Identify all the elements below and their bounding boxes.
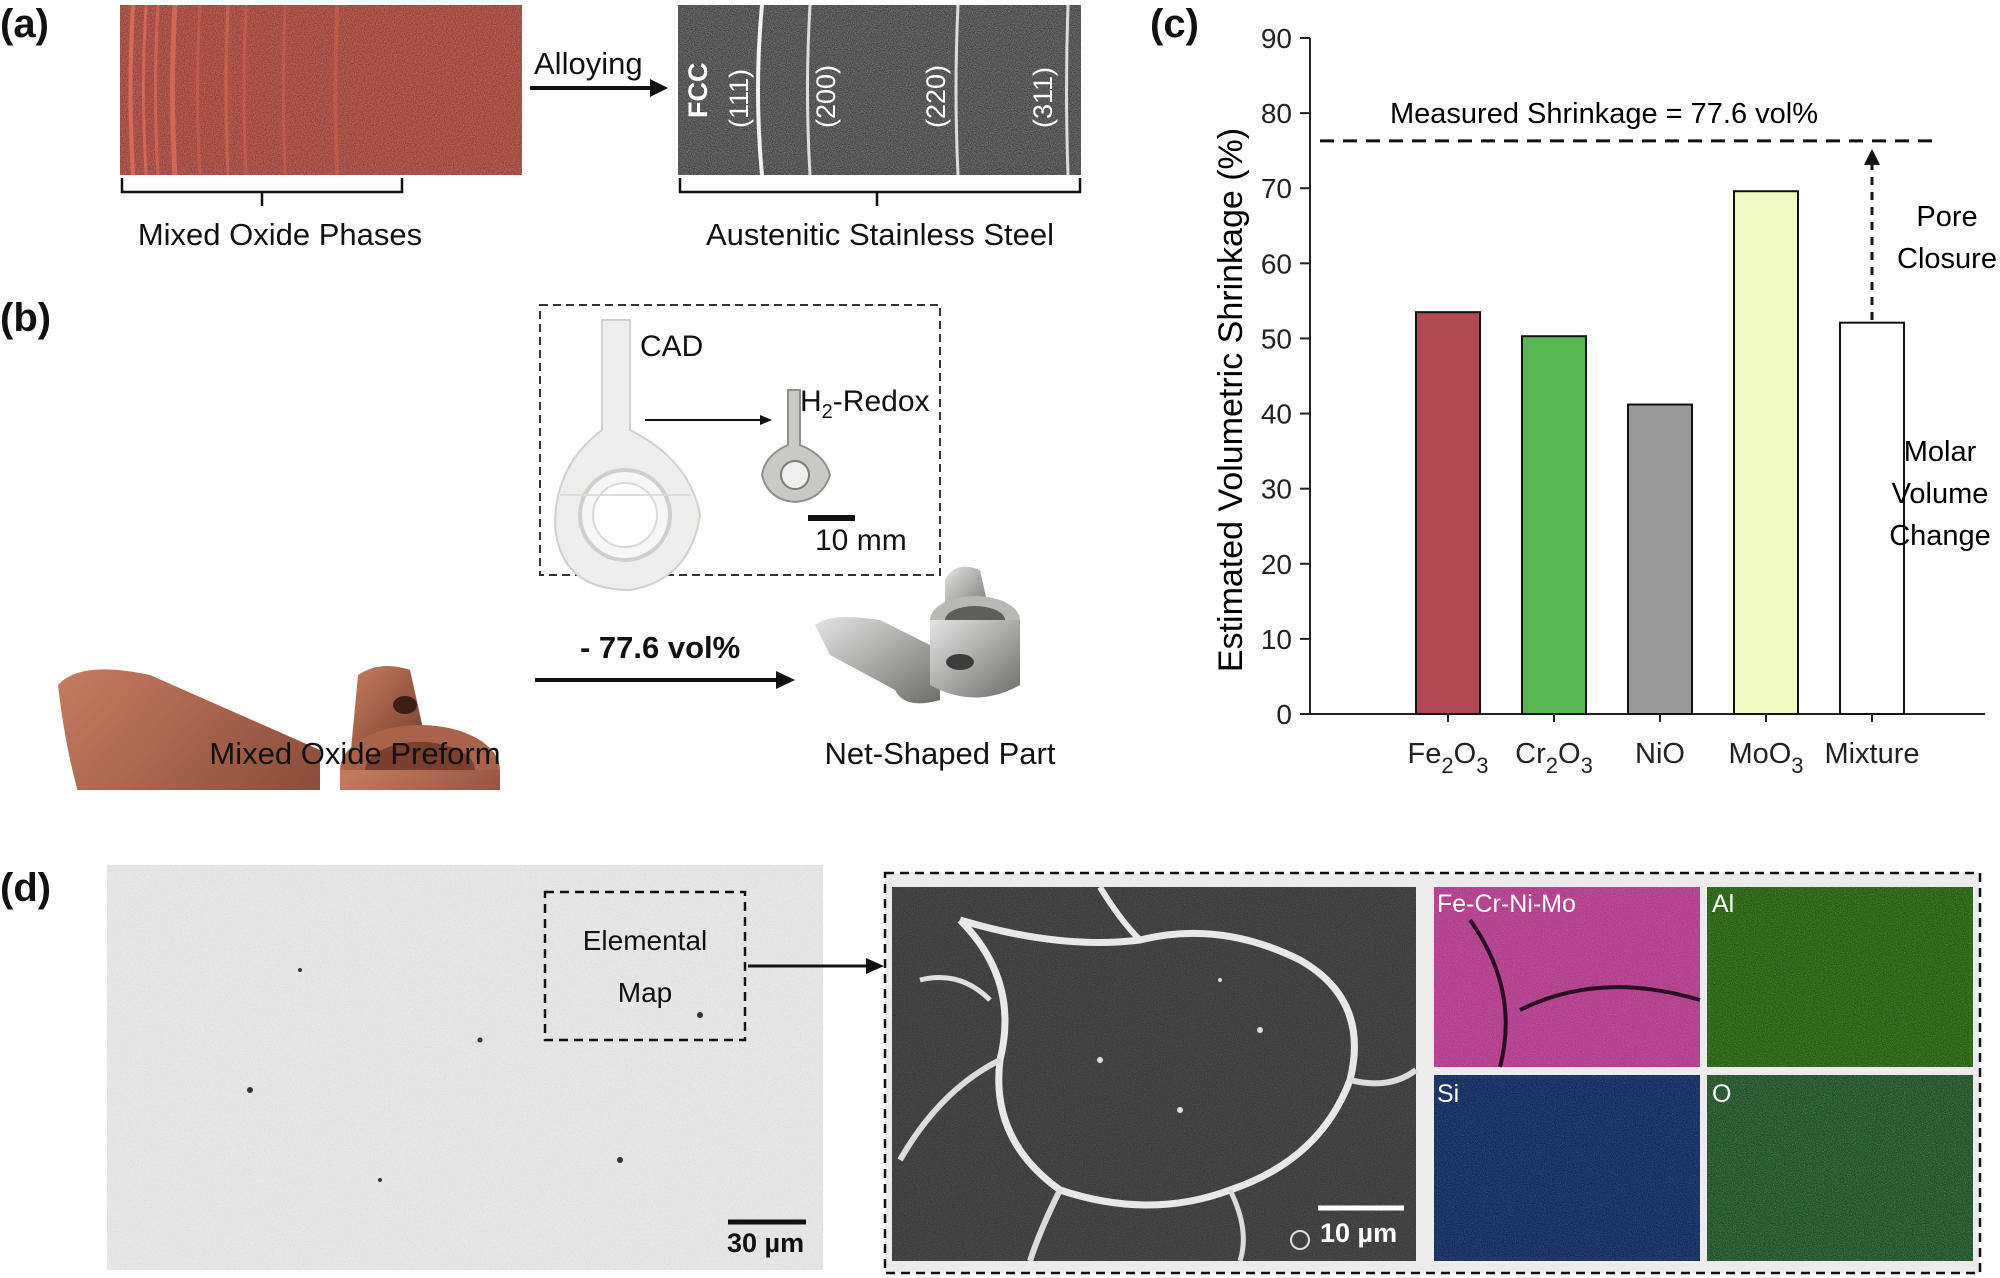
chart-x-labels: Fe2O3 Cr2O3 NiO MoO3 Mixture [1408, 738, 1920, 778]
panel-b-figure [58, 304, 1020, 790]
alloying-arrow-label: Alloying [534, 46, 643, 81]
o-map [1707, 1075, 1973, 1261]
mixed-oxide-phases-caption: Mixed Oxide Phases [137, 217, 423, 252]
cad-label: CAD [640, 330, 704, 363]
panel-a-figure: FCC (111) (200) (220) (311) [120, 4, 1082, 206]
al-map [1707, 887, 1973, 1067]
h2-redox-suffix: -Redox [832, 385, 930, 418]
peak-311-label: (311) [1028, 67, 1058, 128]
y-tick-label: 20 [1261, 549, 1292, 580]
bar-moo3 [1733, 190, 1799, 715]
x-tick-label-mixture: Mixture [1824, 738, 1919, 770]
x-tick-label-nio: NiO [1635, 738, 1685, 770]
x-tick-label-cr2o3: Cr2O3 [1515, 738, 1593, 778]
h2-redox-label: H2-Redox [800, 385, 930, 424]
chart-bars [1415, 190, 1905, 715]
y-tick-label: 30 [1261, 474, 1292, 505]
mixed-oxide-preform-image [58, 666, 500, 790]
molar-line3: Change [1889, 520, 1991, 552]
peak-220-label: (220) [921, 65, 951, 128]
y-tick-label: 10 [1261, 624, 1292, 655]
sem-micrograph [892, 885, 1418, 1262]
y-tick-label: 40 [1261, 399, 1292, 430]
peak-111-label: (111) [724, 69, 754, 128]
molar-line1: Molar [1904, 436, 1977, 468]
measured-shrinkage-label: Measured Shrinkage = 77.6 vol% [1390, 98, 1818, 130]
panel-d-label: (d) [0, 866, 52, 910]
optical-micrograph [107, 865, 823, 1270]
elemental-map-line1: Elemental [582, 925, 708, 956]
map-label-al: Al [1712, 890, 1735, 918]
peak-200-label: (200) [811, 65, 841, 128]
map-label-o: O [1712, 1080, 1732, 1108]
bar-cr2o3 [1521, 335, 1587, 715]
map-label-si: Si [1437, 1080, 1460, 1108]
bar-mixture [1839, 321, 1905, 715]
net-shaped-part-image [815, 566, 1020, 704]
austenitic-steel-caption: Austenitic Stainless Steel [705, 217, 1055, 252]
y-tick-label: 60 [1261, 248, 1292, 279]
si-map [1434, 1075, 1700, 1261]
molar-line2: Volume [1892, 478, 1989, 510]
bar-nio [1627, 403, 1693, 715]
shrinkage-bar-chart: 0 10 20 30 40 50 60 70 80 90 Fe2O3 Cr2O3 NiO MoO3 Mix… [1212, 23, 1997, 778]
scale-bar-30um-label: 30 µm [727, 1228, 805, 1258]
y-tick-label: 90 [1261, 23, 1292, 54]
steel-diffraction-image [678, 4, 1081, 176]
fcc-label: FCC [683, 63, 713, 119]
cad-model-drawing [553, 319, 702, 592]
h2-redox-prefix: H [800, 385, 822, 418]
y-tick-label: 70 [1261, 173, 1292, 204]
panel-d-figure [107, 865, 1982, 1275]
y-tick-label: 0 [1276, 699, 1292, 730]
y-tick-label: 50 [1261, 323, 1292, 354]
pore-closure-arrowhead [1864, 148, 1880, 165]
pore-closure-line2: Closure [1897, 243, 1997, 275]
pore-closure-line1: Pore [1916, 201, 1977, 233]
h2-redox-subscript: 2 [821, 401, 833, 423]
redox-model-drawing [760, 389, 832, 504]
cad-scale-label: 10 mm [815, 524, 907, 557]
bar-fe2o3 [1415, 311, 1481, 715]
net-shaped-part-caption: Net-Shaped Part [824, 736, 1056, 771]
oxide-diffraction-image [120, 4, 522, 176]
panel-c-label: (c) [1150, 2, 1199, 46]
shrinkage-arrow-label: - 77.6 vol% [580, 630, 741, 665]
x-tick-label-fe2o3: Fe2O3 [1408, 738, 1489, 778]
map-label-fe-cr-ni-mo: Fe-Cr-Ni-Mo [1437, 890, 1576, 918]
elemental-map-line2: Map [617, 977, 673, 1008]
scale-bar-10um-label: 10 µm [1320, 1218, 1398, 1248]
x-tick-label-moo3: MoO3 [1728, 738, 1803, 778]
panel-a-label: (a) [0, 2, 49, 46]
panel-b-label: (b) [0, 296, 52, 340]
y-axis-label: Estimated Volumetric Shrinkage (%) [1212, 128, 1250, 672]
chart-ticks: 0 10 20 30 40 50 60 70 80 90 [1261, 23, 1873, 730]
fe-cr-ni-mo-map [1434, 887, 1701, 1068]
y-tick-label: 80 [1261, 98, 1292, 129]
mixed-oxide-preform-caption: Mixed Oxide Preform [209, 736, 501, 771]
